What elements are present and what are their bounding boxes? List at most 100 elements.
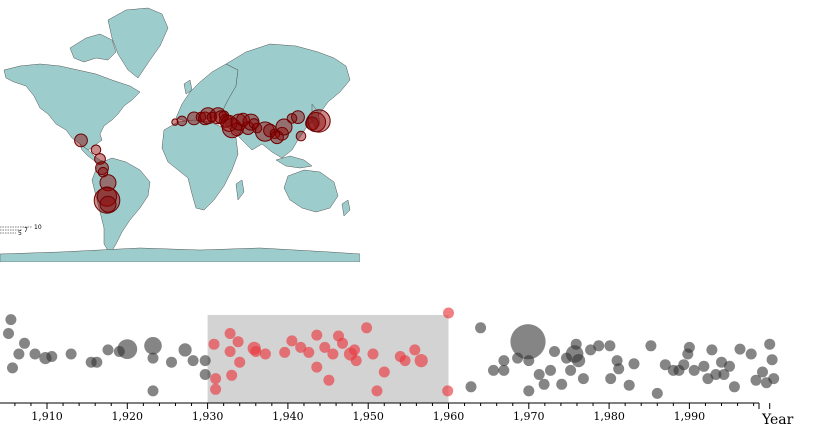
timeline-point[interactable] — [710, 369, 722, 380]
timeline-point[interactable] — [234, 356, 246, 368]
timeline-point[interactable] — [361, 322, 373, 334]
timeline-point[interactable] — [678, 359, 690, 371]
timeline-point[interactable] — [3, 328, 14, 339]
timeline-point[interactable] — [199, 355, 211, 367]
timeline-point[interactable] — [19, 337, 30, 349]
timeline-point[interactable] — [764, 338, 776, 350]
timeline-point[interactable] — [750, 374, 762, 386]
timeline-point[interactable] — [724, 360, 735, 372]
quake-marker[interactable] — [295, 130, 307, 142]
timeline-point[interactable] — [117, 339, 138, 359]
quake-marker[interactable] — [307, 109, 331, 133]
timeline-point[interactable] — [556, 378, 568, 390]
timeline-point[interactable] — [659, 359, 671, 371]
timeline-point[interactable] — [144, 337, 162, 355]
timeline-point[interactable] — [367, 348, 379, 360]
timeline-point[interactable] — [604, 340, 616, 352]
timeline-point[interactable] — [545, 364, 556, 376]
world-map[interactable]: 10 7 5 — [0, 0, 361, 263]
timeline-point[interactable] — [510, 324, 546, 360]
timeline-point[interactable] — [279, 346, 291, 358]
timeline-point[interactable] — [46, 351, 58, 362]
timeline-point[interactable] — [488, 364, 499, 376]
timeline-point[interactable] — [593, 340, 605, 352]
timeline-point[interactable] — [538, 378, 550, 390]
timeline-point[interactable] — [166, 356, 177, 368]
timeline-point[interactable] — [683, 341, 695, 353]
world-map-svg[interactable]: 10 7 5 — [0, 0, 361, 263]
timeline-point[interactable] — [259, 348, 271, 360]
timeline-point[interactable] — [378, 366, 390, 378]
timeline-point[interactable] — [718, 369, 730, 380]
timeline-point[interactable] — [698, 360, 710, 372]
timeline-point[interactable] — [565, 364, 577, 376]
timeline-svg[interactable]: 1,910 1,920 1,930 1,940 1,950 1,960 1,970 1,980… — [0, 295, 829, 439]
timeline-point[interactable] — [349, 344, 360, 356]
timeline-point[interactable] — [651, 387, 663, 399]
timeline-point[interactable] — [319, 341, 331, 353]
timeline-point[interactable] — [350, 355, 362, 367]
timeline-point[interactable] — [688, 364, 700, 376]
timeline-point[interactable] — [572, 354, 586, 368]
timeline-point[interactable] — [577, 373, 589, 385]
timeline-point[interactable] — [371, 385, 383, 397]
timeline-point[interactable] — [766, 354, 778, 366]
timeline-point[interactable] — [226, 369, 238, 381]
timeline-point[interactable] — [645, 340, 657, 352]
timeline-point[interactable] — [623, 379, 635, 391]
timeline-point[interactable] — [295, 341, 307, 353]
timeline-point[interactable] — [65, 348, 77, 360]
timeline-point[interactable] — [337, 337, 348, 349]
timeline-point[interactable] — [757, 366, 768, 378]
timeline-point[interactable] — [523, 355, 535, 367]
timeline-point[interactable] — [178, 343, 192, 357]
timeline-point[interactable] — [232, 336, 244, 348]
timeline-point[interactable] — [465, 381, 477, 393]
timeline-point[interactable] — [91, 356, 103, 368]
timeline-point[interactable] — [414, 354, 428, 368]
quake-marker[interactable] — [171, 118, 179, 126]
timeline-point[interactable] — [399, 355, 411, 367]
timeline-point[interactable] — [210, 373, 222, 385]
timeline-point[interactable] — [585, 344, 597, 356]
timeline-point[interactable] — [102, 344, 114, 356]
timeline[interactable]: 1,910 1,920 1,930 1,940 1,950 1,960 1,970 1,980… — [0, 295, 829, 439]
quake-marker[interactable] — [95, 161, 109, 176]
timeline-point[interactable] — [728, 381, 740, 393]
timeline-point[interactable] — [250, 346, 262, 357]
timeline-point[interactable] — [187, 355, 199, 367]
timeline-point[interactable] — [613, 363, 625, 375]
quake-marker[interactable] — [176, 115, 188, 127]
quake-marker[interactable] — [275, 118, 293, 136]
timeline-point[interactable] — [768, 373, 780, 385]
timeline-point[interactable] — [628, 358, 640, 370]
timeline-point[interactable] — [570, 338, 582, 350]
timeline-point[interactable] — [498, 355, 510, 367]
timeline-point[interactable] — [533, 369, 545, 380]
timeline-point[interactable] — [303, 346, 315, 358]
timeline-point[interactable] — [208, 338, 220, 350]
timeline-point[interactable] — [286, 335, 298, 347]
timeline-point[interactable] — [7, 362, 18, 374]
timeline-point[interactable] — [549, 346, 560, 357]
timeline-point[interactable] — [409, 344, 421, 356]
timeline-point[interactable] — [498, 364, 510, 376]
timeline-point[interactable] — [199, 369, 211, 380]
timeline-point[interactable] — [13, 348, 25, 360]
timeline-point[interactable] — [475, 322, 487, 334]
timeline-point[interactable] — [210, 383, 222, 395]
timeline-point[interactable] — [224, 328, 236, 339]
timeline-point[interactable] — [442, 385, 454, 397]
timeline-point[interactable] — [605, 373, 617, 385]
timeline-point[interactable] — [5, 314, 17, 326]
timeline-point[interactable] — [443, 307, 454, 319]
quake-marker[interactable] — [251, 122, 263, 134]
timeline-point[interactable] — [147, 352, 159, 364]
quake-marker[interactable] — [99, 195, 117, 213]
quake-marker[interactable] — [99, 174, 117, 192]
quake-marker[interactable] — [291, 110, 305, 124]
timeline-point[interactable] — [311, 329, 323, 341]
timeline-point[interactable] — [523, 385, 535, 397]
timeline-point[interactable] — [327, 348, 339, 360]
timeline-point[interactable] — [745, 348, 757, 360]
